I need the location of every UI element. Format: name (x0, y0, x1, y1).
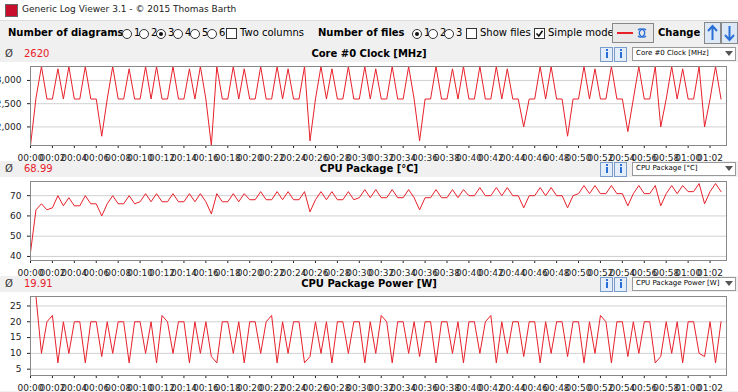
html-text:CPU Package Power [W]: CPU Package Power [W] (301, 278, 437, 289)
html-text:Core #0 Clock [MHz]: Core #0 Clock [MHz] (311, 48, 427, 59)
svg-text:5: 5 (16, 364, 22, 374)
html-text:Core #0 Clock [MHz]: Core #0 Clock [MHz] (636, 49, 709, 57)
html-text:5: 5 (202, 27, 209, 38)
html-text:4: 4 (185, 27, 192, 38)
svg-text:60: 60 (10, 211, 22, 221)
html-text:Simple mode: Simple mode (548, 27, 614, 38)
html-text:Generic Log Viewer 3.1 - © 201: Generic Log Viewer 3.1 - © 2015 Thomas B… (22, 4, 237, 14)
html-text:19.91: 19.91 (24, 278, 53, 289)
html-text:3: 3 (168, 27, 175, 38)
html-text:CPU Package [°C]: CPU Package [°C] (319, 163, 419, 174)
html-text:CPU Package [°C]: CPU Package [°C] (636, 164, 698, 172)
svg-text:15: 15 (10, 332, 21, 342)
html-text:2620: 2620 (24, 48, 50, 59)
svg-text:20: 20 (10, 317, 22, 327)
html-text:CPU Package Power [W]: CPU Package Power [W] (636, 279, 720, 287)
svg-text:01:02: 01:02 (697, 383, 723, 391)
html-text:Two columns: Two columns (240, 27, 304, 38)
html-text:Number of files: Number of files (318, 27, 405, 38)
html-text:Show files: Show files (480, 27, 531, 38)
html-text:Change all: Change all (658, 27, 718, 38)
html-text:Number of diagrams: Number of diagrams (8, 27, 124, 38)
html-text:6: 6 (219, 27, 226, 38)
svg-text:01:02: 01:02 (697, 153, 723, 161)
svg-text:2,500: 2,500 (0, 99, 22, 109)
html-text:Ø: Ø (5, 278, 13, 289)
svg-text:01:02: 01:02 (697, 268, 723, 276)
svg-text:50: 50 (10, 231, 22, 241)
html-text:2: 2 (440, 27, 447, 38)
html-text:1: 1 (134, 27, 141, 38)
html-text:1: 1 (424, 27, 431, 38)
html-text:68.99: 68.99 (24, 163, 53, 174)
svg-text:10: 10 (10, 348, 22, 358)
html-text:Ø: Ø (5, 163, 13, 174)
html-text:3: 3 (456, 27, 463, 38)
svg-text:40: 40 (10, 251, 22, 261)
html-text:Ø: Ø (5, 48, 13, 59)
svg-text:2,000: 2,000 (0, 122, 22, 132)
svg-text:70: 70 (10, 191, 22, 201)
svg-text:3,000: 3,000 (0, 75, 22, 85)
html-text:2: 2 (151, 27, 158, 38)
svg-text:25: 25 (10, 301, 21, 311)
